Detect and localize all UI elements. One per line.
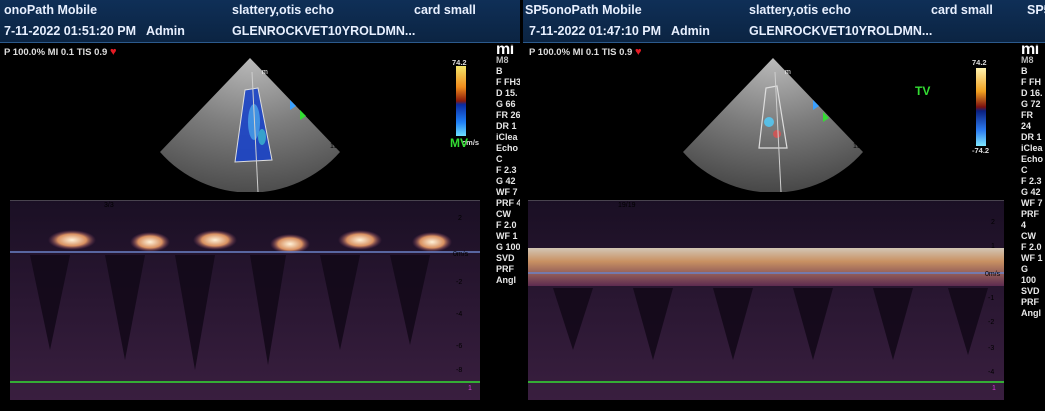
marker-m: m [785, 69, 791, 76]
focus-marker-icon [813, 100, 819, 110]
velocity-colorbar [456, 66, 466, 136]
focus-marker-icon [290, 100, 296, 110]
svg-text:2: 2 [991, 219, 995, 226]
velocity-envelopes [30, 230, 452, 370]
right-parameter-panel: mi M8 B F FH D 16. G 72 FR 24 DR 1 iClea… [1021, 44, 1044, 318]
overflow-label: SP5 [1027, 3, 1045, 17]
patient-name: slattery,otis echo [749, 3, 851, 17]
preset-label: card small [414, 3, 476, 17]
output-measurements: P 100.0% MI 0.1 TIS 0.9 ♥ [4, 46, 117, 58]
preset-label: card small [931, 3, 993, 17]
valve-label: MV [450, 136, 468, 150]
exam-datetime: 7-11-2022 01:47:10 PM [529, 24, 662, 38]
svg-text:1: 1 [468, 385, 472, 392]
svg-text:-8: -8 [456, 367, 462, 374]
svg-text:-4: -4 [988, 369, 994, 376]
velocity-envelopes [528, 248, 1004, 360]
app-name: onoPath Mobile [4, 3, 98, 17]
left-parameter-panel: mi M8 B F FH3 D 15. G 66 FR 26 DR 1 iCle… [496, 44, 520, 285]
right-header: SP5onoPath Mobile slattery,otis echo car… [523, 0, 1045, 43]
svg-text:5: 5 [298, 85, 302, 92]
spectrum-background [528, 200, 1004, 400]
color-marker-icon [823, 112, 829, 122]
svg-text:10: 10 [310, 109, 318, 116]
svg-text:0m/s: 0m/s [985, 271, 1001, 278]
color-marker-icon [300, 110, 306, 120]
color-doppler-sector: m 5 10 15 [683, 58, 863, 192]
svg-text:-1: -1 [988, 295, 994, 302]
spectral-doppler-trace: 19/19 2 1 0m/s -1 -2 -3 -4 1 [528, 200, 1004, 400]
svg-text:10: 10 [833, 109, 841, 116]
left-ultrasound-panel: onoPath Mobile slattery,otis echo card s… [0, 0, 520, 411]
svg-text:-4: -4 [456, 311, 462, 318]
svg-text:-3: -3 [988, 345, 994, 352]
svg-text:15: 15 [330, 143, 338, 150]
right-ultrasound-panel: SP5onoPath Mobile slattery,otis echo car… [523, 0, 1045, 411]
svg-text:1: 1 [991, 243, 995, 250]
valve-label: TV [915, 84, 931, 98]
left-header: onoPath Mobile slattery,otis echo card s… [0, 0, 520, 43]
svg-text:19/19: 19/19 [618, 202, 636, 209]
svg-text:5: 5 [821, 85, 825, 92]
operator: Admin [671, 24, 710, 38]
svg-text:2: 2 [458, 215, 462, 222]
heart-icon: ♥ [109, 46, 117, 58]
svg-text:1: 1 [992, 385, 996, 392]
svg-text:3/3: 3/3 [104, 202, 114, 209]
study-name: GLENROCKVET10YROLDMN... [749, 24, 933, 38]
operator: Admin [146, 24, 185, 38]
output-measurements: P 100.0% MI 0.1 TIS 0.9 ♥ [529, 46, 642, 58]
study-name: GLENROCKVET10YROLDMN... [232, 24, 416, 38]
svg-text:-2: -2 [456, 279, 462, 286]
velocity-colorbar [976, 68, 986, 146]
heart-icon: ♥ [634, 46, 642, 58]
exam-datetime: 7-11-2022 01:51:20 PM [4, 24, 137, 38]
marker-m: m [262, 69, 268, 76]
spectral-doppler-trace: 3/3 2 0m/s -2 -4 -6 -8 1 [10, 200, 480, 400]
svg-text:15: 15 [853, 143, 861, 150]
color-box [758, 85, 788, 149]
svg-text:0m/s: 0m/s [453, 251, 469, 258]
app-name: SP5onoPath Mobile [525, 3, 642, 17]
patient-name: slattery,otis echo [232, 3, 334, 17]
color-doppler-sector: m 10 5 15 [160, 58, 340, 192]
svg-text:-2: -2 [988, 319, 994, 326]
svg-text:-6: -6 [456, 343, 462, 350]
